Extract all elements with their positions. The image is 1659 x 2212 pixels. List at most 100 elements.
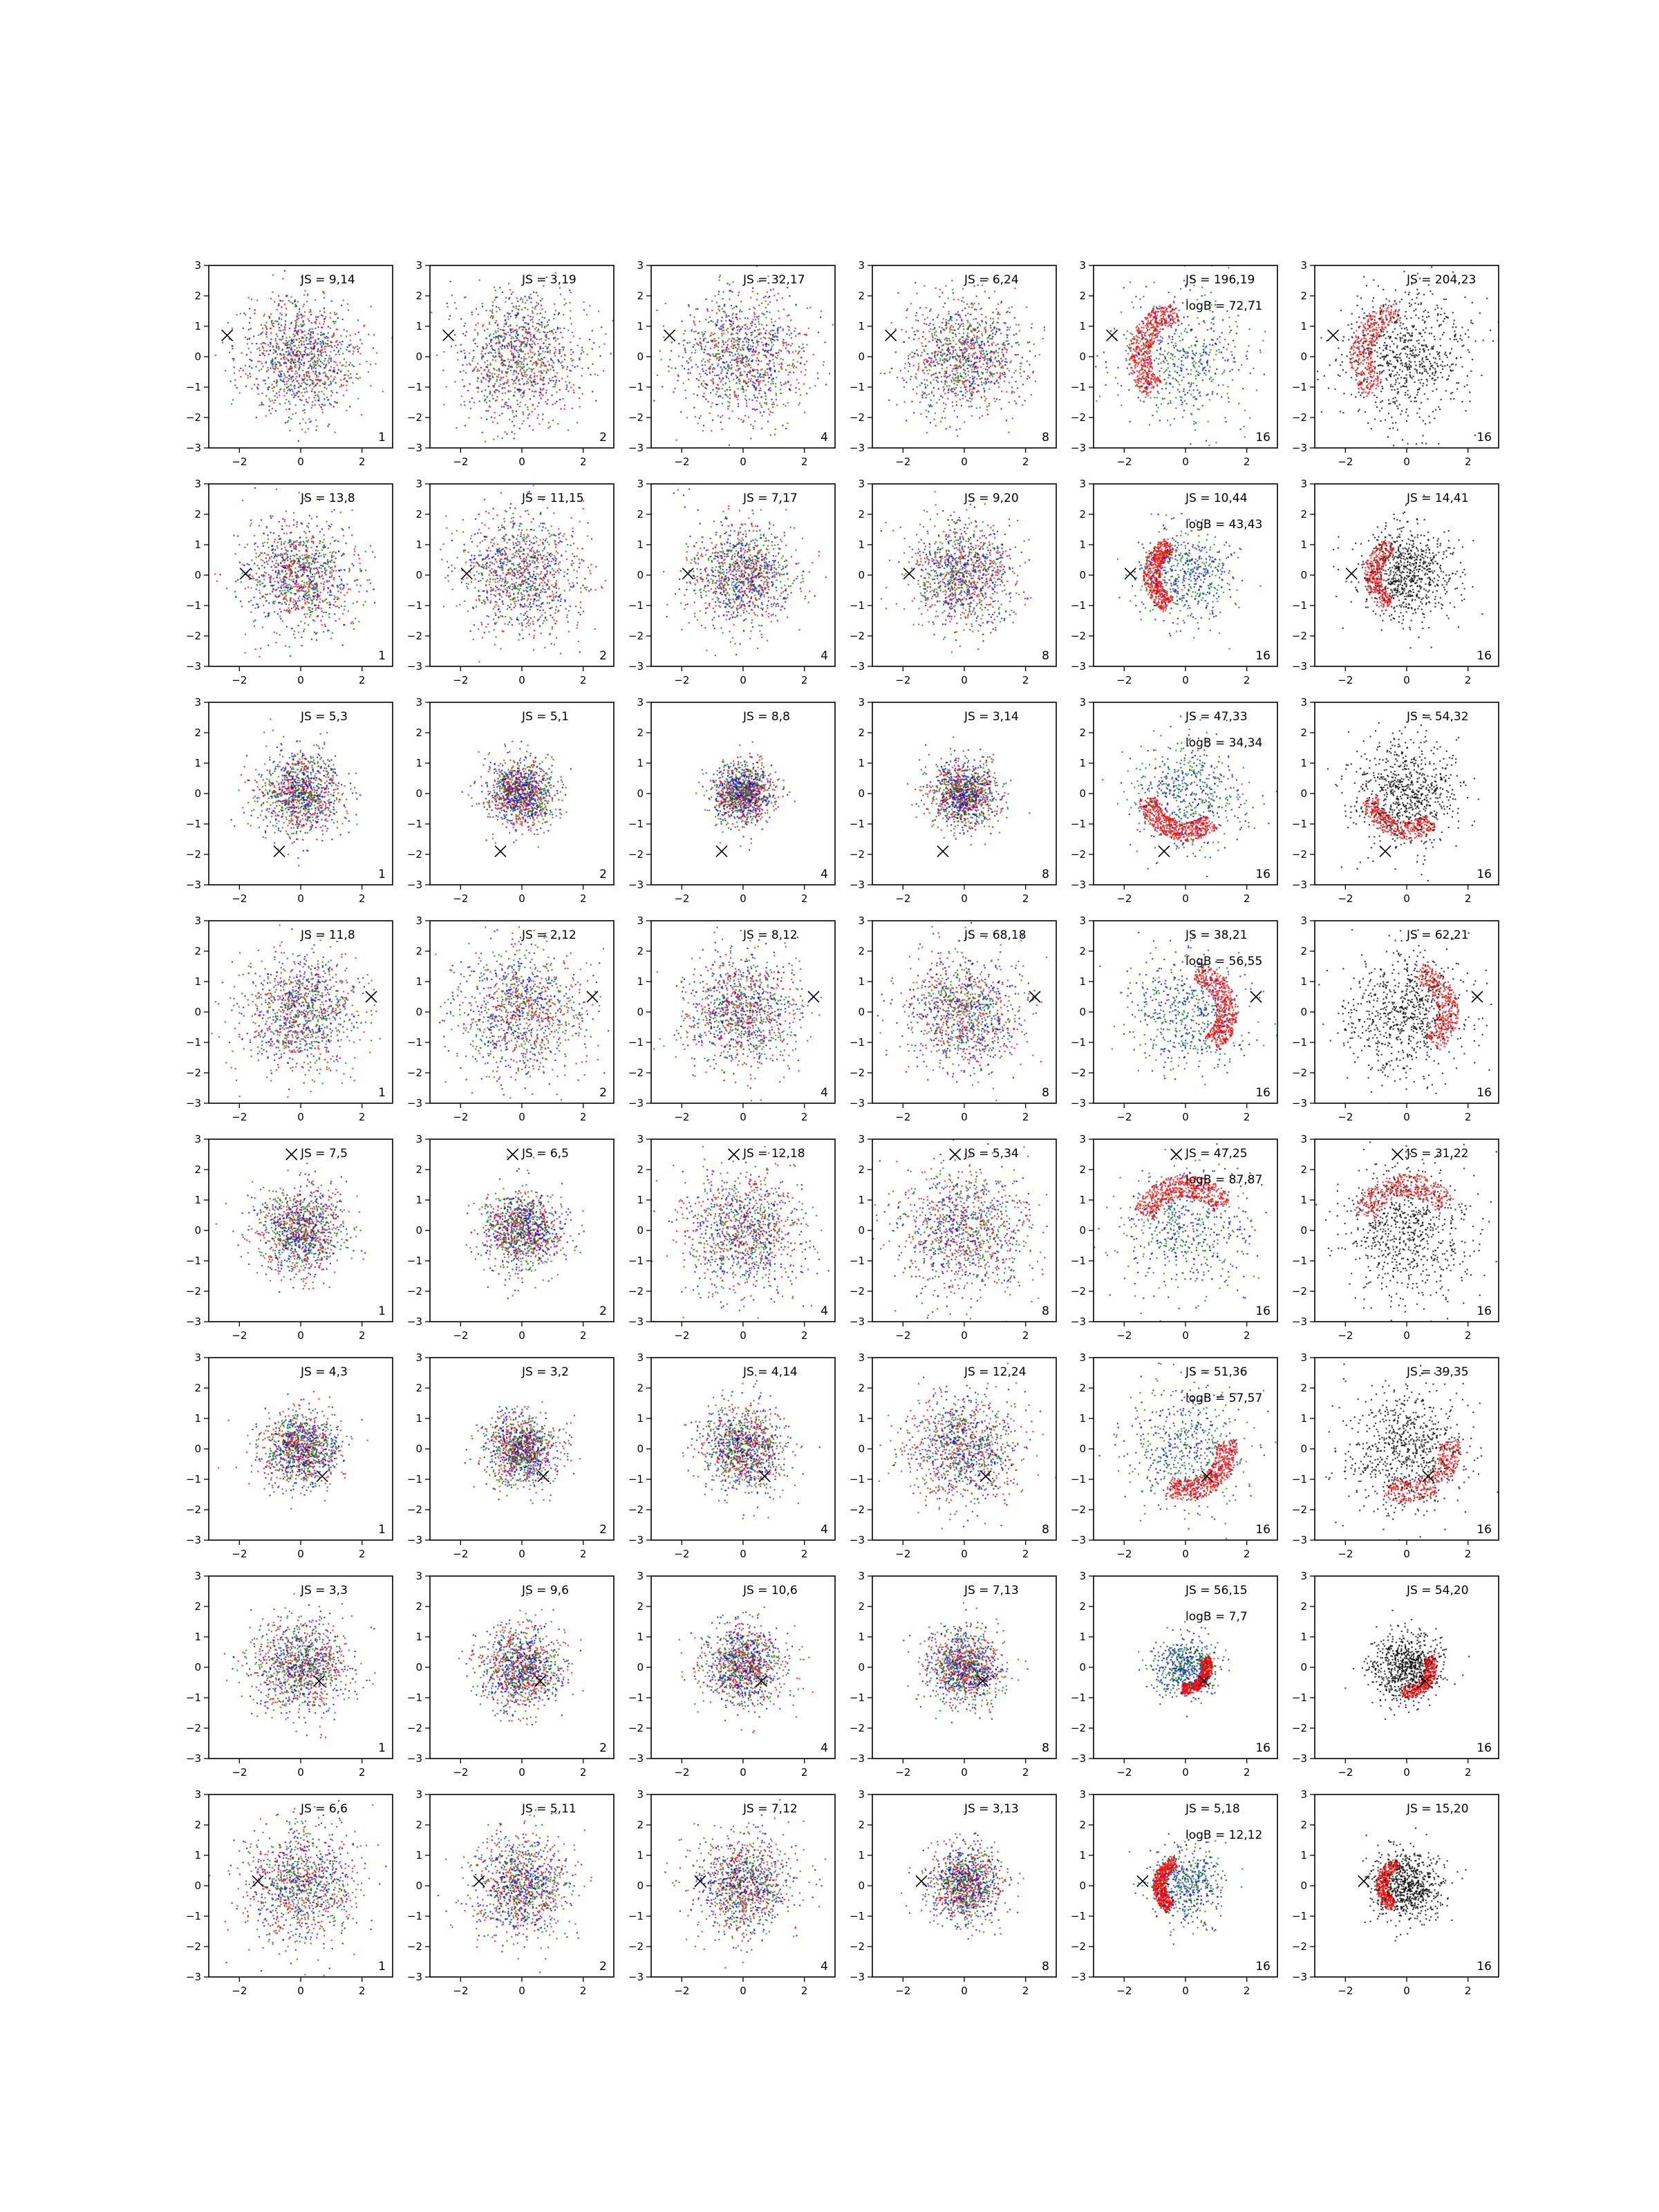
scatter-point xyxy=(335,353,337,355)
scatter-point xyxy=(693,330,695,332)
scatter-point xyxy=(981,371,983,373)
scatter-point xyxy=(279,378,281,380)
scatter-point xyxy=(534,344,536,346)
scatter-point xyxy=(765,403,767,405)
scatter-point xyxy=(476,387,478,389)
scatter-point xyxy=(742,391,744,393)
scatter-point xyxy=(747,364,749,366)
scatter-point xyxy=(967,371,970,373)
scatter-point xyxy=(330,300,332,302)
scatter-point xyxy=(525,371,527,373)
scatter-point xyxy=(547,369,550,371)
scatter-point xyxy=(989,338,991,340)
scatter-point xyxy=(324,348,326,350)
scatter-point xyxy=(327,345,329,347)
scatter-point xyxy=(783,341,785,344)
scatter-point xyxy=(750,348,752,350)
scatter-point xyxy=(1167,325,1169,327)
scatter-point xyxy=(756,369,758,371)
scatter-point xyxy=(684,351,686,353)
scatter-point xyxy=(915,376,917,378)
scatter-point xyxy=(738,339,740,341)
scatter-point xyxy=(477,322,479,324)
scatter-point xyxy=(1210,292,1212,294)
scatter-point xyxy=(962,364,964,366)
scatter-point xyxy=(785,382,787,384)
scatter-point xyxy=(771,338,773,340)
scatter-point xyxy=(301,317,303,319)
scatter-point xyxy=(298,391,301,393)
scatter-point xyxy=(280,339,282,341)
scatter-point xyxy=(525,358,527,360)
scatter-point xyxy=(581,375,583,377)
scatter-point xyxy=(294,384,296,386)
scatter-point xyxy=(238,370,241,372)
scatter-point xyxy=(320,406,322,409)
scatter-point xyxy=(998,329,1000,332)
scatter-point xyxy=(513,357,515,359)
scatter-point xyxy=(737,395,740,397)
scatter-point xyxy=(1146,387,1148,390)
scatter-point xyxy=(549,426,551,428)
scatter-point xyxy=(497,328,499,330)
scatter-point xyxy=(1174,371,1176,373)
scatter-point xyxy=(523,371,525,373)
scatter-point xyxy=(502,339,504,341)
scatter-point xyxy=(294,303,297,306)
scatter-point xyxy=(756,409,758,411)
scatter-point xyxy=(521,297,523,299)
scatter-point xyxy=(715,357,718,359)
scatter-point xyxy=(1211,393,1213,395)
scatter-point xyxy=(303,391,306,393)
scatter-point xyxy=(907,355,910,357)
scatter-point xyxy=(559,343,561,345)
scatter-point xyxy=(520,348,522,350)
scatter-point xyxy=(244,364,246,366)
scatter-point xyxy=(926,379,928,381)
scatter-point xyxy=(283,373,285,375)
scatter-point xyxy=(583,301,585,303)
scatter-point xyxy=(956,372,958,374)
scatter-point xyxy=(787,350,789,352)
scatter-point xyxy=(993,350,995,353)
scatter-point xyxy=(284,362,287,364)
scatter-point xyxy=(333,371,335,373)
scatter-point xyxy=(523,356,525,358)
scatter-point xyxy=(477,332,479,334)
scatter-point xyxy=(514,387,516,389)
scatter-point xyxy=(920,413,922,415)
scatter-point xyxy=(924,350,926,353)
scatter-point xyxy=(713,347,715,349)
scatter-point xyxy=(285,295,288,297)
scatter-point xyxy=(564,359,566,361)
scatter-point xyxy=(529,335,532,337)
scatter-point xyxy=(306,401,308,403)
scatter-point xyxy=(719,395,721,397)
scatter-point xyxy=(1227,360,1229,362)
scatter-point xyxy=(1219,351,1221,353)
scatter-point xyxy=(1183,330,1185,332)
scatter-point xyxy=(529,333,532,335)
scatter-point xyxy=(513,424,515,427)
scatter-point xyxy=(304,290,306,292)
scatter-point xyxy=(523,369,525,371)
scatter-point xyxy=(314,391,316,393)
scatter-point xyxy=(730,334,732,336)
scatter-point xyxy=(1133,379,1135,382)
scatter-point xyxy=(359,363,361,366)
scatter-point xyxy=(287,346,289,348)
scatter-point xyxy=(486,396,488,398)
scatter-point xyxy=(1171,310,1173,312)
scatter-point xyxy=(233,366,235,368)
scatter-point xyxy=(323,363,325,365)
scatter-point xyxy=(480,417,482,419)
scatter-point xyxy=(1232,361,1235,363)
scatter-point xyxy=(1174,307,1177,310)
panel-label: 1 xyxy=(378,431,386,444)
scatter-point xyxy=(548,319,550,321)
scatter-point xyxy=(279,353,281,355)
scatter-point xyxy=(304,382,306,384)
scatter-point xyxy=(771,411,774,413)
scatter-point xyxy=(566,368,568,371)
scatter-point xyxy=(1011,391,1013,393)
